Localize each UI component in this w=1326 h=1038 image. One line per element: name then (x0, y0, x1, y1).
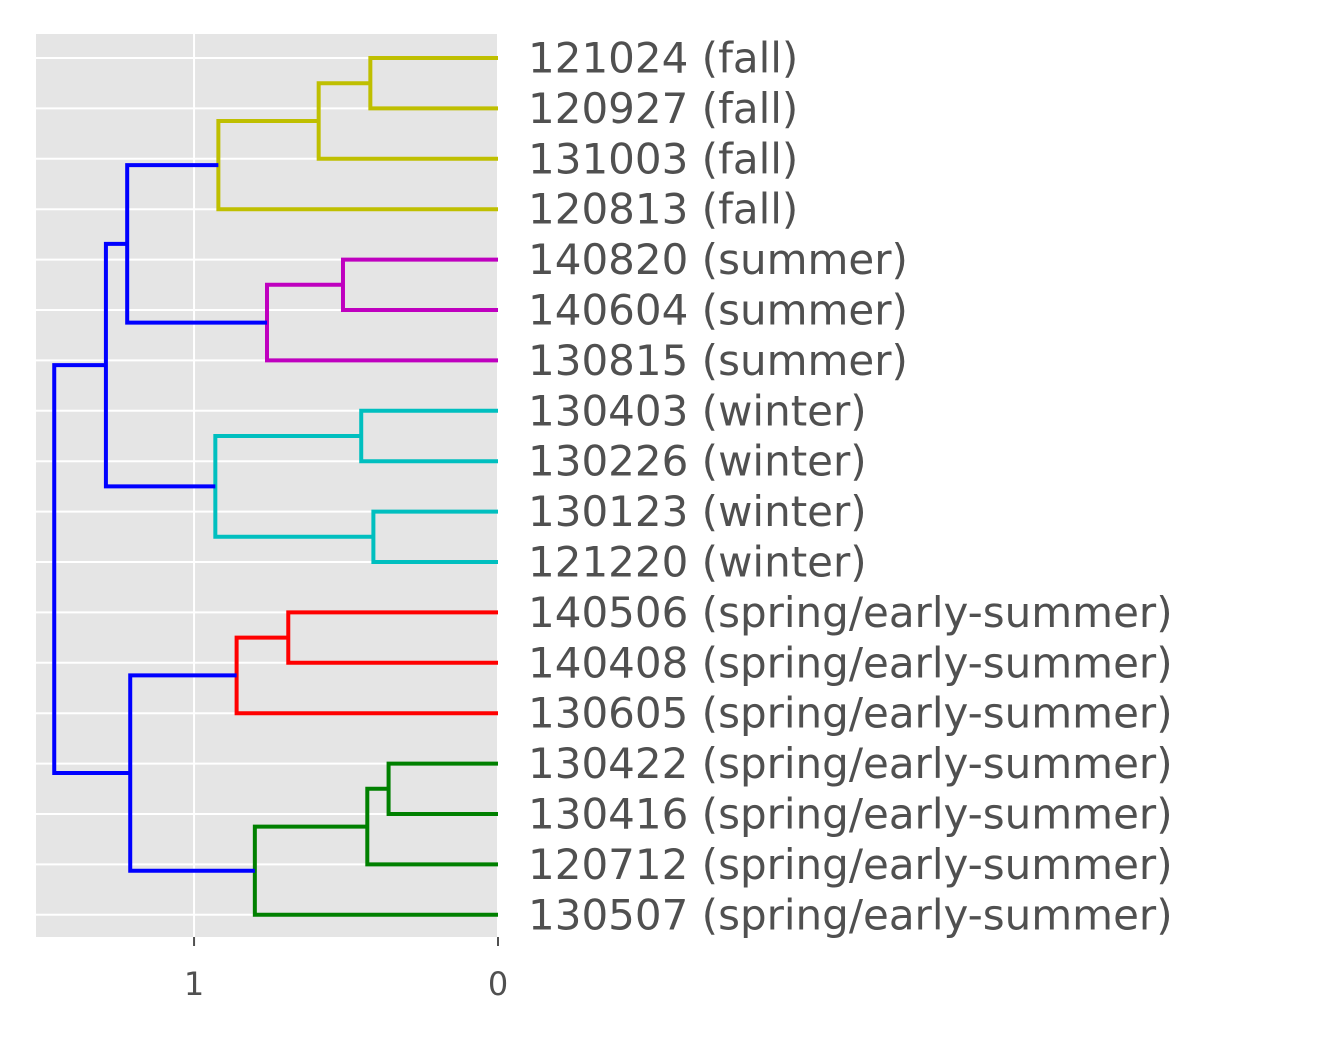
leaf-label: 121024 (fall) (528, 34, 798, 83)
leaf-label: 131003 (fall) (528, 134, 798, 183)
leaf-label: 130123 (winter) (528, 487, 867, 536)
x-tick-label: 1 (184, 965, 204, 1003)
leaf-labels: 121024 (fall)120927 (fall)131003 (fall)1… (528, 34, 1173, 940)
dendrogram-link-m16 (128, 673, 255, 873)
leaf-label: 130416 (spring/early-summer) (528, 790, 1173, 839)
dendrogram-link-m8 (213, 434, 374, 539)
x-tick-label: 0 (488, 965, 508, 1003)
leaf-label: 120813 (fall) (528, 185, 798, 234)
leaf-label: 140820 (summer) (528, 235, 908, 284)
dendrogram-link-m4 (340, 257, 498, 312)
leaf-label: 140604 (summer) (528, 286, 908, 335)
dendrogram-link-m11 (386, 761, 498, 816)
dendrogram-link-m15 (103, 241, 216, 489)
dendrogram-links (52, 56, 498, 917)
leaf-label: 130815 (summer) (528, 336, 908, 385)
leaf-label: 130605 (spring/early-summer) (528, 689, 1173, 738)
leaf-label: 130507 (spring/early-summer) (528, 890, 1173, 939)
leaf-label: 130403 (winter) (528, 386, 867, 435)
dendrogram-link-m12 (365, 786, 498, 867)
leaf-label: 120712 (spring/early-summer) (528, 840, 1173, 889)
leaf-label: 130226 (winter) (528, 437, 867, 486)
dendrogram-link-m17 (52, 363, 131, 776)
dendrogram-link-m6 (359, 408, 498, 464)
leaf-label: 140408 (spring/early-summer) (528, 638, 1173, 687)
leaf-label: 120927 (fall) (528, 84, 798, 133)
leaf-label: 121220 (winter) (528, 538, 867, 587)
leaf-label: 140506 (spring/early-summer) (528, 588, 1173, 637)
dendrogram-link-m7 (371, 509, 498, 564)
leaf-label: 130422 (spring/early-summer) (528, 739, 1173, 788)
